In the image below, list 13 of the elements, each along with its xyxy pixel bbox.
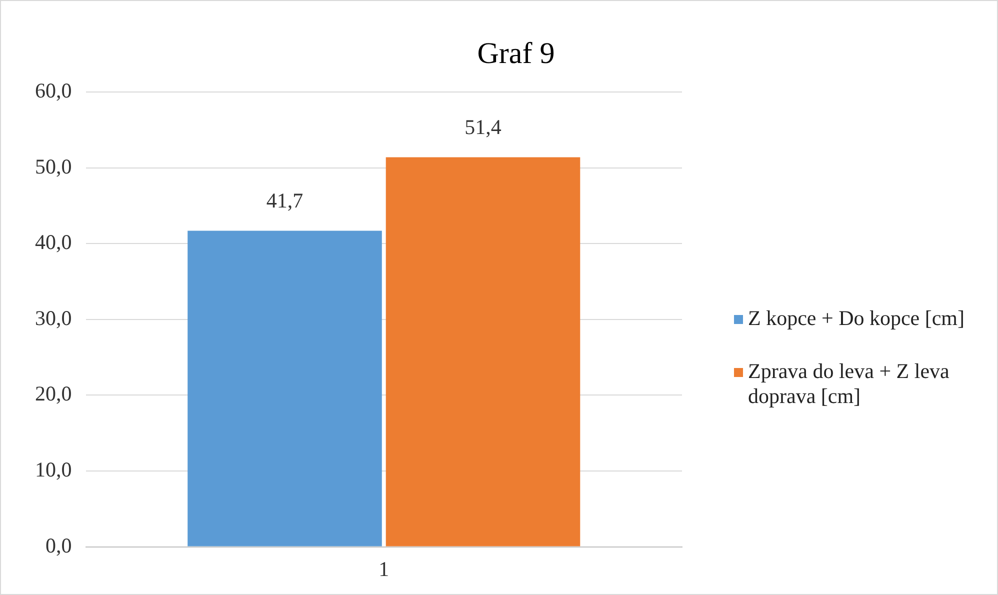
chart-title: Graf 9	[476, 37, 556, 71]
legend-label: Zprava do leva + Z leva doprava [cm]	[748, 359, 950, 409]
text: 51,4	[464, 115, 502, 140]
y-tick-label: 40,0	[35, 230, 72, 254]
y-tick-label: 60,0	[35, 78, 72, 103]
y-tick-label: 50,0	[35, 154, 72, 178]
legend-label: Z kopce + Do kopce [cm]	[748, 306, 965, 331]
x-tick-label: 1	[378, 556, 390, 581]
y-tick-label: 30,0	[35, 306, 72, 330]
text: 41,7	[266, 188, 304, 213]
y-tick-label: 20,0	[35, 382, 72, 406]
y-tick-label: 10,0	[35, 458, 72, 482]
y-tick-label: 0,0	[46, 533, 72, 558]
